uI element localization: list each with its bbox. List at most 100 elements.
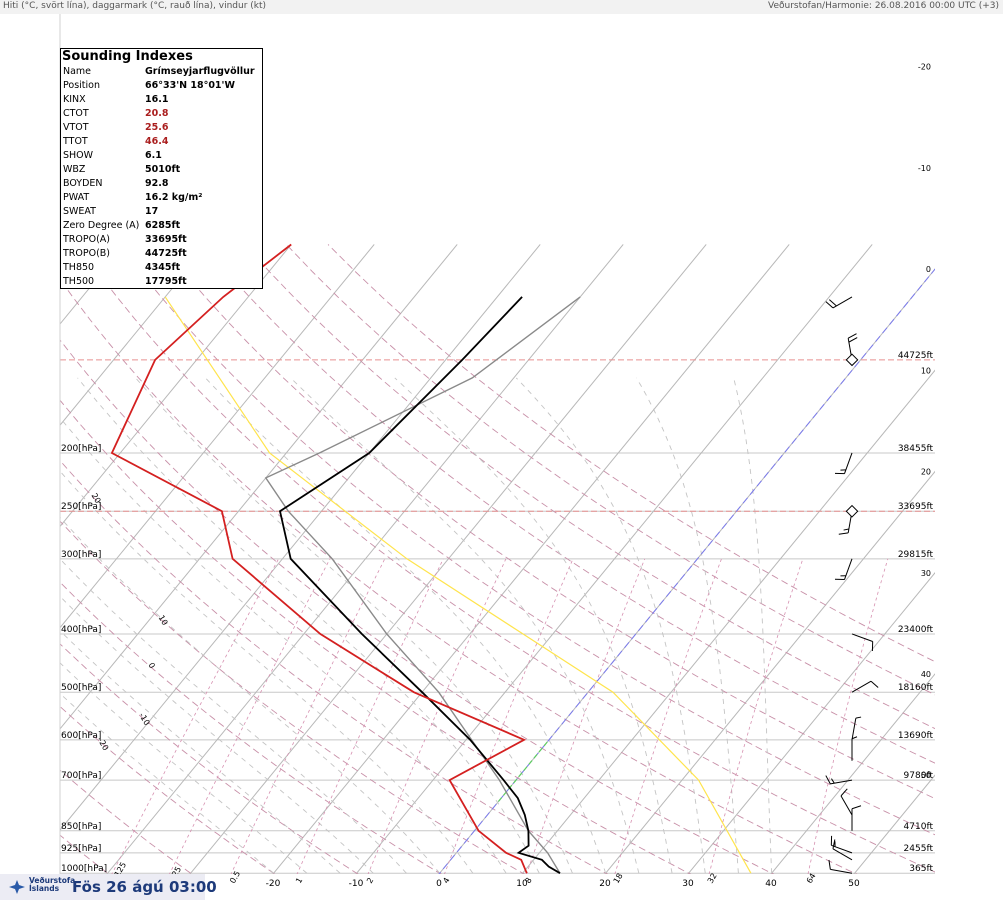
wind-barb-feather xyxy=(840,788,848,797)
tropopause-marker xyxy=(845,504,859,518)
wind-barb xyxy=(851,736,858,761)
index-value: Grímseyjarflugvöllur xyxy=(145,66,255,77)
index-value: 16.2 kg/m² xyxy=(145,192,203,203)
sounding-index-title: Sounding Indexes xyxy=(62,49,193,64)
forecast-valid-time: Fös 26 ágú 03:00 xyxy=(72,878,217,896)
mixing-ratio-label: 2 xyxy=(365,876,375,885)
wind-barb xyxy=(834,452,853,475)
height-label: 4710ft xyxy=(904,822,934,832)
height-label: 2455ft xyxy=(904,844,934,854)
dry-adiabat-line xyxy=(327,244,935,663)
pressure-label: 850[hPa] xyxy=(61,822,101,832)
wind-barb-staff xyxy=(840,795,853,816)
wind-barb xyxy=(851,716,862,740)
isotherm-line xyxy=(60,244,292,528)
wind-barb xyxy=(840,788,853,816)
pressure-label: 300[hPa] xyxy=(61,550,101,560)
isotherm-label: 10 xyxy=(921,366,931,375)
index-label: KINX xyxy=(63,94,86,105)
wind-barb xyxy=(828,859,853,874)
dry-adiabat-line xyxy=(119,244,935,836)
pressure-label: 400[hPa] xyxy=(61,625,101,635)
isotherm-line xyxy=(853,774,935,874)
dry-adiabat-line xyxy=(244,244,935,730)
mixing-ratio-label: 32 xyxy=(706,872,719,885)
height-label: 33695ft xyxy=(898,502,934,512)
isotherm-line xyxy=(60,244,541,831)
index-label: Name xyxy=(63,66,92,77)
height-label: 18160ft xyxy=(898,683,934,693)
index-value: 46.4 xyxy=(145,136,169,147)
isotherm-line xyxy=(0,244,42,885)
index-value: 33695ft xyxy=(145,234,187,245)
index-value: 6.1 xyxy=(145,150,162,161)
moist-adiabat-line xyxy=(60,470,474,874)
temperature-tick-label: 10 xyxy=(516,879,528,889)
tropopause-marker xyxy=(845,353,859,367)
pressure-label: 1000[hPa] xyxy=(61,864,107,874)
wind-barb-staff xyxy=(851,680,872,693)
temperature-tick-label: 40 xyxy=(765,879,777,889)
wind-barb-feather xyxy=(832,839,836,849)
dry-adiabat-label: 10 xyxy=(157,614,170,627)
mixing-ratio-label: 18 xyxy=(612,872,625,885)
dry-adiabat-line xyxy=(60,769,193,874)
index-value: 25.6 xyxy=(145,122,169,133)
wind-barb-feather xyxy=(828,859,831,870)
index-value: 44725ft xyxy=(145,248,187,259)
isotherm-line xyxy=(272,244,790,874)
temperature-tick-label: 30 xyxy=(682,879,694,889)
wind-barb-staff xyxy=(851,633,873,642)
vedurstofa-logo-icon xyxy=(9,880,25,894)
index-value: 17 xyxy=(145,206,159,217)
temperature-tick-label: -10 xyxy=(349,879,364,889)
organization-name-line1: Veðurstofa xyxy=(29,876,76,885)
pressure-label: 500[hPa] xyxy=(61,683,101,693)
moist-adiabat-line xyxy=(515,377,706,874)
mixing-ratio-line xyxy=(111,558,279,874)
wind-barb-half-feather xyxy=(855,716,862,719)
pressure-label: 600[hPa] xyxy=(61,731,101,741)
mixing-ratio-label: 64 xyxy=(805,872,818,885)
index-value: 5010ft xyxy=(145,164,181,175)
index-label: Position xyxy=(63,80,100,91)
model-run-info: Veðurstofan/Harmonie: 26.08.2016 00:00 U… xyxy=(768,1,999,11)
mixing-ratio-line xyxy=(444,558,574,874)
wind-barb xyxy=(834,558,853,581)
index-label: PWAT xyxy=(63,192,90,203)
moist-adiabat-line xyxy=(290,377,640,874)
wet-bulb-zero-segment xyxy=(497,739,550,802)
moist-adiabat-line xyxy=(60,516,441,874)
wind-barb-feather xyxy=(851,805,862,810)
index-label: TTOT xyxy=(63,136,88,147)
organization-name: Veðurstofa Íslands xyxy=(29,877,75,893)
temperature-tick-label: 20 xyxy=(599,879,611,889)
height-label: 23400ft xyxy=(898,625,934,635)
plot-area xyxy=(0,243,935,885)
mixing-ratio-line xyxy=(230,558,386,874)
isotherm-label: 50 xyxy=(921,771,931,780)
index-label: SWEAT xyxy=(63,206,96,217)
mixing-ratio-line xyxy=(169,558,331,874)
height-label: 38455ft xyxy=(898,444,934,454)
index-label: Zero Degree (A) xyxy=(63,220,140,231)
index-label: VTOT xyxy=(63,122,89,133)
wind-barb xyxy=(851,680,879,693)
temperature-tick-label: -20 xyxy=(266,879,281,889)
wind-barb-feather xyxy=(838,532,849,535)
isotherm-line xyxy=(521,369,935,874)
index-value: 66°33'N 18°01'W xyxy=(145,80,235,91)
height-label: 44725ft xyxy=(898,351,934,361)
isotherm-label: 20 xyxy=(921,468,931,477)
isotherm-line xyxy=(60,244,126,325)
moist-adiabat-line xyxy=(60,558,407,874)
mixing-ratio-line xyxy=(296,558,444,874)
wind-barb-feather xyxy=(828,299,837,307)
wind-barb xyxy=(830,835,853,854)
wind-barb xyxy=(832,839,853,861)
moist-adiabat-line xyxy=(60,630,341,874)
parcel-path-line xyxy=(264,296,581,874)
isotherm-line xyxy=(355,244,873,874)
dry-adiabat-line xyxy=(60,520,525,874)
wind-barb-feather xyxy=(870,680,879,688)
